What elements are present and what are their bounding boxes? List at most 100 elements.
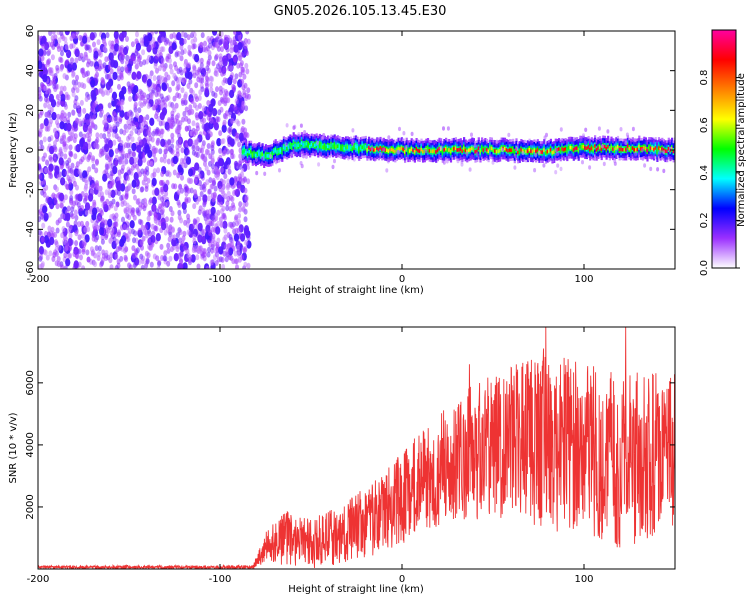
spectrogram-cell xyxy=(177,76,182,83)
spectrogram-cell xyxy=(126,110,131,117)
spectrogram-cell xyxy=(47,103,51,110)
spectrogram-cell xyxy=(612,147,615,151)
spectrogram-cell xyxy=(166,158,171,165)
spectrogram-cell xyxy=(60,177,66,186)
spectrogram-cell xyxy=(43,102,48,109)
spectrogram-cell xyxy=(111,110,116,117)
spectrogram-cell xyxy=(160,207,165,214)
spectrogram-cell xyxy=(216,138,222,147)
spectrogram-cell xyxy=(170,132,175,139)
spectrogram-cell xyxy=(133,101,138,108)
spectrogram-cell xyxy=(210,76,215,83)
spectrogram-cell xyxy=(149,244,154,251)
spectrogram-cell xyxy=(310,142,313,147)
spectrogram-cell xyxy=(254,153,258,158)
spectrogram-cell xyxy=(348,146,351,150)
spectrogram-cell xyxy=(102,201,107,208)
spectrogram-cell xyxy=(61,226,66,232)
spectrogram-cell xyxy=(164,216,169,223)
spectrogram-cell xyxy=(151,42,156,49)
spectrogram-cell xyxy=(95,217,100,224)
spectrogram-cell xyxy=(95,132,100,139)
spectrogram-cell xyxy=(98,185,103,192)
spectrogram-cell xyxy=(146,177,151,184)
spectrogram-cell xyxy=(279,148,282,153)
spectrogram-cell xyxy=(264,153,267,157)
spectrogram-cell xyxy=(138,88,143,95)
spectrogram-cell xyxy=(105,172,110,179)
spectrogram-cell xyxy=(59,31,64,37)
spectrogram-cell xyxy=(91,231,96,237)
spectrogram-cell xyxy=(241,150,244,154)
spectrogram-cell xyxy=(92,201,97,208)
spectrogram-cell xyxy=(68,178,72,185)
spectrogram-cell xyxy=(651,146,654,151)
spectrogram-cell xyxy=(91,155,96,162)
spectrogram-cell xyxy=(222,66,227,73)
spectrogram-cell xyxy=(203,156,208,163)
spectrogram-cell xyxy=(402,131,406,136)
snr-x-tick-label: 100 xyxy=(574,574,593,585)
spectrogram-cell xyxy=(428,149,431,153)
spectrogram-cell xyxy=(73,220,78,227)
spectrogram-cell xyxy=(159,93,164,100)
spectrogram-cell xyxy=(68,252,72,259)
spectrogram-cell xyxy=(399,147,402,151)
spectrogram-cell xyxy=(161,82,167,91)
spectrogram-cell xyxy=(95,184,100,191)
spectrogram-cell xyxy=(202,117,207,124)
spectrogram-cell xyxy=(236,120,241,127)
colorbar-scale xyxy=(711,29,737,269)
spectrogram-cell xyxy=(241,84,246,91)
spectrogram-cell xyxy=(422,149,425,154)
spectrogram-cell xyxy=(73,168,79,177)
spectrogram-cell xyxy=(229,47,234,54)
spectrogram-cell xyxy=(87,125,92,132)
spectrogram-cell xyxy=(605,147,608,151)
spectrogram-cell xyxy=(154,187,160,196)
spectrogram-cell xyxy=(521,150,525,156)
spectrogram-cell xyxy=(83,54,87,61)
spectrogram-cell xyxy=(80,191,85,197)
spectrogram-cell xyxy=(44,125,49,132)
spectrogram-cell xyxy=(464,148,467,153)
spectrogram-cell xyxy=(61,213,66,220)
spectrogram-cell xyxy=(239,62,243,69)
spectrogram-cell xyxy=(364,145,367,149)
spectrogram-cell xyxy=(146,93,151,100)
spectrogram-cell xyxy=(533,168,537,173)
spectrogram-cell xyxy=(171,104,176,111)
spectrogram-cell xyxy=(138,218,142,225)
spectrogram-cell xyxy=(52,112,57,119)
spectrogram-cell xyxy=(177,132,182,139)
spectrogram-cell xyxy=(397,146,400,151)
spectrogram-cell xyxy=(548,149,551,153)
spectrogram-cell xyxy=(352,157,356,162)
spectrogram-cell xyxy=(84,71,89,78)
spectrogram-cell xyxy=(124,187,129,194)
spectrogram-cell xyxy=(246,234,251,241)
spectrogram-cell xyxy=(107,189,112,196)
spectrogram-cell xyxy=(127,88,132,95)
spectrogram-cell xyxy=(202,194,208,203)
spectrogram-cell xyxy=(224,89,228,95)
spectrogram-cell xyxy=(61,35,66,42)
spectrogram-cell xyxy=(163,229,168,236)
spectrogram-cell xyxy=(195,152,200,158)
spectrogram-cell xyxy=(67,237,73,247)
spectrogram-cell xyxy=(172,95,177,102)
spectrogram-cell xyxy=(143,98,148,105)
spectrogram-cell xyxy=(592,147,595,152)
spectrogram-cell xyxy=(172,169,177,176)
spectrogram-cell xyxy=(44,96,48,103)
spectrogram-cell xyxy=(90,79,96,88)
spectrogram-cell xyxy=(577,148,580,152)
spectrogram-cell xyxy=(91,163,96,170)
spectrogram-cell xyxy=(57,37,62,44)
spectrogram-cell xyxy=(160,128,165,135)
spectrogram-cell xyxy=(303,130,307,135)
spectrogram-cell xyxy=(368,145,371,150)
spectrogram-cell xyxy=(100,88,105,95)
spectrogram-cell xyxy=(64,236,69,243)
